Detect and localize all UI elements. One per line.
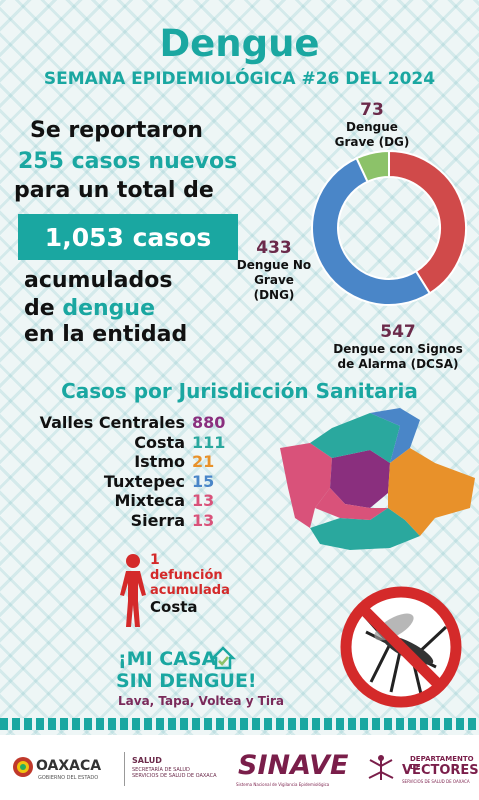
jurisdiction-row: Mixteca 13 <box>20 491 240 513</box>
label-dng-line1: Dengue No <box>236 258 312 272</box>
summary-line-3: para un total de <box>14 178 214 203</box>
jurisdictions-title: Casos por Jurisdicción Sanitaria <box>61 379 418 403</box>
footer-sinave-sub: Sistema Nacional de Vigilancia Epidemiol… <box>236 782 330 787</box>
map-region-istmo <box>388 448 475 536</box>
footer-dep-line-3: SERVICIOS DE SALUD DE OAXACA <box>402 779 470 784</box>
map-region-costa <box>310 508 420 550</box>
label-dng: 433 Dengue No Grave (DNG) <box>230 238 318 303</box>
map-region-coast-extra <box>315 488 388 520</box>
jurisdiction-value: 21 <box>192 452 215 471</box>
jurisdiction-value: 15 <box>192 471 215 491</box>
footer-oaxaca: OAXACA <box>36 758 102 774</box>
total-cases-badge: 1,053 casos <box>18 214 238 260</box>
house-icon <box>210 646 236 670</box>
jurisdiction-row: Sierra 13 <box>20 511 240 533</box>
jurisdiction-name: Costa <box>134 432 185 452</box>
footer-salud-sub-1: SECRETARÍA DE SALUD <box>132 767 190 773</box>
summary-line-5: acumulados <box>24 268 173 293</box>
footer-salud-sub-2: SERVICIOS DE SALUD DE OAXACA <box>132 773 217 779</box>
oaxaca-map <box>280 408 475 550</box>
donut-slice-1 <box>388 149 467 295</box>
footer-divider <box>124 752 125 786</box>
deaths-count: 1 <box>150 552 160 568</box>
jurisdiction-name: Istmo <box>134 452 185 471</box>
deaths-location: Costa <box>150 598 198 616</box>
footer-dep-line-1: DEPARTAMENTO DE <box>410 755 474 771</box>
jurisdiction-name: Mixteca <box>114 491 185 510</box>
summary-new-cases: 255 casos nuevos <box>18 149 238 174</box>
label-dcsa-line1: Dengue con Signos <box>333 342 463 356</box>
oaxaca-logo-icon <box>13 757 33 777</box>
footer-dep-line-2: VECTORES <box>402 763 479 778</box>
label-dg-line1: Dengue <box>346 120 398 134</box>
label-dng-value: 433 <box>256 238 292 258</box>
label-dng-line3: (DNG) <box>253 288 295 302</box>
donut-slice-2 <box>311 156 432 306</box>
deaths-label-2: acumulada <box>150 583 230 598</box>
jurisdiction-name: Sierra <box>130 510 185 530</box>
label-dg-line2: Grave (DG) <box>334 135 410 149</box>
jurisdiction-row: Tuxtepec 15 <box>20 472 240 494</box>
decorative-band <box>0 718 479 730</box>
summary-line-7: en la entidad <box>24 322 188 347</box>
donut-chart <box>311 149 467 306</box>
jurisdiction-row: Valles Centrales 880 <box>20 413 240 435</box>
map-region-mixteca <box>280 443 332 528</box>
mosquito-logo-icon <box>368 755 394 780</box>
footer <box>0 735 479 800</box>
summary-de: de <box>24 296 55 321</box>
label-dng-line2: Grave <box>254 273 294 287</box>
footer-sinave: SINAVE <box>238 750 349 781</box>
label-dcsa: 547 Dengue con Signos de Alarma (DCSA) <box>320 322 476 372</box>
label-dcsa-line2: de Alarma (DCSA) <box>337 357 459 371</box>
footer-oaxaca-sub: GOBIERNO DEL ESTADO <box>38 775 99 781</box>
jurisdiction-name: Tuxtepec <box>103 471 185 491</box>
jurisdiction-value: 13 <box>192 491 215 510</box>
no-mosquito-icon <box>340 586 462 708</box>
jurisdiction-value: 111 <box>192 432 226 452</box>
footer-salud-sub: SECRETARÍA DE SALUD SERVICIOS DE SALUD D… <box>132 767 217 779</box>
jurisdiction-value: 13 <box>192 510 215 530</box>
page-title: Dengue <box>159 22 320 65</box>
jurisdiction-value: 880 <box>192 413 226 432</box>
jurisdiction-name: Valles Centrales <box>39 413 185 432</box>
summary-line-1: Se reportaron <box>30 118 203 143</box>
summary-line-6: de dengue <box>24 296 155 321</box>
label-dg: 73 Dengue Grave (DG) <box>332 100 412 150</box>
label-dg-value: 73 <box>360 100 384 120</box>
jurisdiction-row: Costa 111 <box>20 433 240 455</box>
deaths-label-1: defunción <box>150 568 223 583</box>
footer-salud: SALUD <box>132 756 162 765</box>
female-figure-icon <box>120 554 146 627</box>
slogan-line-3: Lava, Tapa, Voltea y Tira <box>118 694 285 708</box>
summary-dengue: dengue <box>62 296 156 321</box>
page-subtitle: SEMANA EPIDEMIOLÓGICA #26 DEL 2024 <box>43 69 436 89</box>
slogan-line-2: SIN DENGUE! <box>116 670 257 692</box>
map-region-tuxtepec <box>370 408 420 463</box>
slogan-line-1: ¡MI CASA <box>118 648 217 670</box>
label-dcsa-value: 547 <box>380 322 416 342</box>
jurisdiction-row: Istmo 21 <box>20 452 240 474</box>
map-region-valles <box>330 450 390 508</box>
map-region-sierra <box>310 413 400 463</box>
